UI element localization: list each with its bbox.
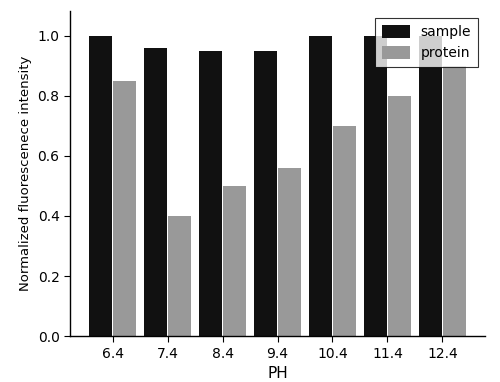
Bar — [364, 36, 387, 336]
Bar — [144, 47, 167, 336]
Bar — [223, 186, 246, 336]
Bar — [168, 216, 191, 336]
Y-axis label: Normalized fluorescenece intensity: Normalized fluorescenece intensity — [19, 56, 32, 291]
Bar — [443, 66, 466, 336]
Legend: sample, protein: sample, protein — [375, 18, 478, 67]
Bar — [309, 36, 332, 336]
Bar — [89, 36, 112, 336]
Bar — [113, 81, 136, 336]
Bar — [419, 36, 442, 336]
Bar — [278, 168, 301, 336]
Bar — [388, 96, 411, 336]
Bar — [199, 50, 222, 336]
X-axis label: PH: PH — [267, 366, 288, 381]
Bar — [254, 50, 277, 336]
Bar — [333, 126, 356, 336]
